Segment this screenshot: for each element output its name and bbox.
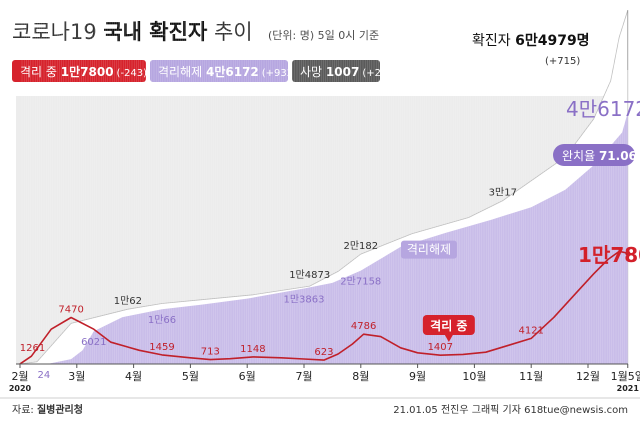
x-tick-label: 11월 <box>519 370 543 383</box>
data-label: 24 <box>38 370 51 381</box>
series-released-area <box>20 112 628 364</box>
data-label: 1407 <box>428 342 453 353</box>
data-label: 1148 <box>240 344 265 355</box>
data-label: 2만182 <box>343 240 378 252</box>
plot-area <box>16 9 631 365</box>
released-total-label: 4만6172 <box>566 97 640 121</box>
svg-text:격리 중 1만7800(-243): 격리 중 1만7800 (-243) <box>20 64 147 79</box>
x-tick-label: 10월 <box>462 370 486 383</box>
year-label: 2021 <box>617 384 640 393</box>
data-label: 7470 <box>58 305 83 316</box>
page-title: 코로나19 국내 확진자 추이 <box>12 20 253 44</box>
x-tick-label: 12월 <box>576 370 600 383</box>
data-label: 1459 <box>149 342 174 353</box>
data-label: 1만3863 <box>283 294 324 306</box>
isolated-end-marker <box>625 250 631 256</box>
x-tick-label: 6월 <box>239 370 256 383</box>
x-tick-label: 8월 <box>352 370 369 383</box>
x-tick-label: 1월5일 <box>611 369 640 383</box>
total-change: (+715) <box>545 56 580 67</box>
isolated-tag-bg <box>422 315 475 335</box>
x-tick-label: 2월 <box>11 370 28 383</box>
data-labels: 1261 7470 1459 713 1148 623 4786 1407 4121 24 6021… <box>20 10 629 381</box>
released-tag-bg <box>400 240 457 259</box>
data-label: 1만66 <box>148 314 176 326</box>
svg-text:격리해제 4만6172(+932): 격리해제 4만6172 (+932) <box>158 64 297 79</box>
data-label: 713 <box>201 347 220 358</box>
x-tick-label: 4월 <box>125 370 142 383</box>
x-tick-label: 5월 <box>182 370 199 383</box>
isolated-tag: 격리 중 <box>430 318 467 333</box>
series-isolated-line <box>19 250 628 365</box>
x-tick-label: 7월 <box>295 370 312 383</box>
unit-note: (단위: 명) 5일 0시 기준 <box>268 28 379 42</box>
recovery-rate-badge: 완치율 71.06% <box>553 144 640 166</box>
year-label: 2020 <box>9 384 32 393</box>
x-tick-label: 3월 <box>68 370 85 383</box>
x-tick-label: 9월 <box>409 370 426 383</box>
source: 자료: 질병관리청 <box>12 403 83 416</box>
released-tag: 격리해제 <box>407 243 451 257</box>
data-label: 1261 <box>20 343 45 354</box>
svg-text:사망 1007(+26): 사망 1007 (+26) <box>300 65 391 79</box>
svg-text:완치율 71.06%: 완치율 71.06% <box>562 149 640 163</box>
data-label: 1만62 <box>114 295 142 307</box>
badge-isolated: 격리 중 1만7800 (-243) <box>12 60 147 82</box>
isolated-tag-pointer <box>444 335 453 342</box>
badge-released: 격리해제 4만6172 (+932) <box>150 60 297 82</box>
total-cases: 확진자 6만4979명 <box>472 32 590 49</box>
x-axis: 2월 3월 4월 5월 6월 7월 8월 9월 10월 11월 12월 1월5일 2020 2021 <box>9 363 640 393</box>
daily-stripes <box>21 20 628 364</box>
data-label: 6021 <box>81 337 106 348</box>
data-label: 1만4873 <box>289 269 330 281</box>
isolated-total-label: 1만7800 <box>578 243 640 267</box>
credit: 21.01.05 전진우 그래픽 기자 618tue@newsis.com <box>393 404 628 416</box>
data-label: 4121 <box>518 325 543 336</box>
badge-deaths: 사망 1007 (+26) <box>292 60 391 82</box>
data-label: 4786 <box>351 321 376 332</box>
data-label: 2만7158 <box>340 276 381 288</box>
data-label: 623 <box>314 347 333 358</box>
data-label: 3만17 <box>489 187 517 199</box>
